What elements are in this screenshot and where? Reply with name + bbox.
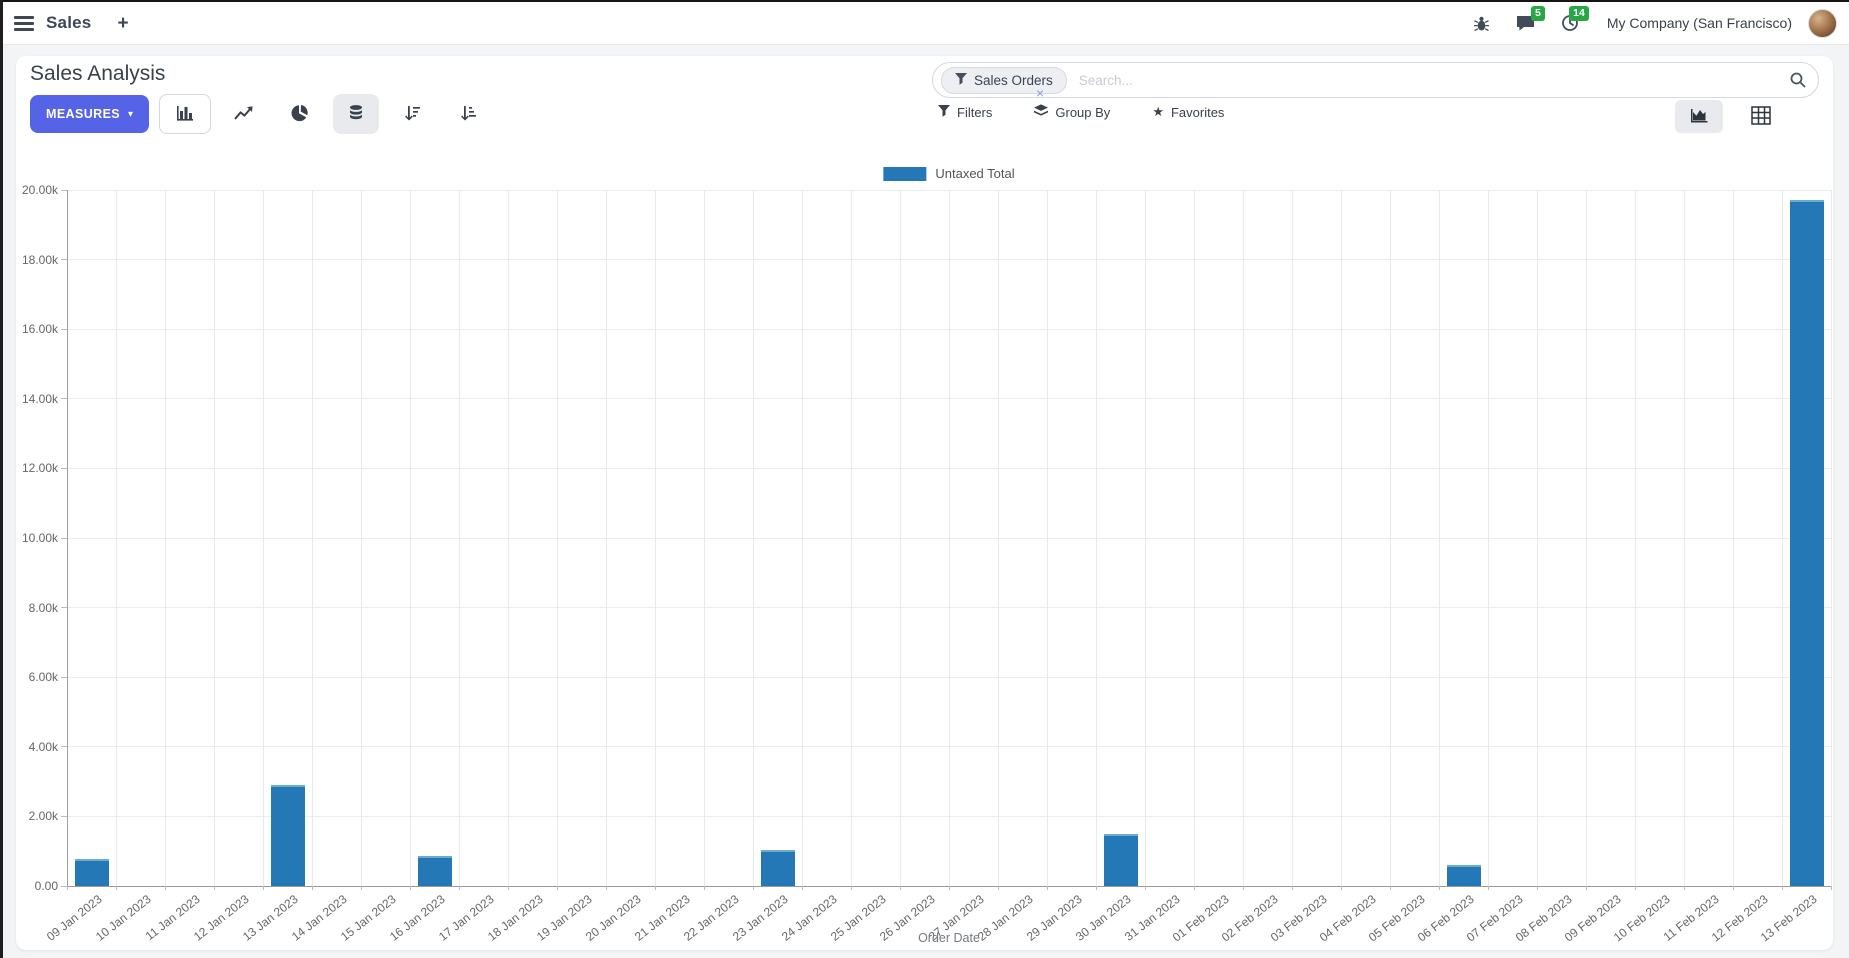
legend-swatch <box>883 166 927 181</box>
facet-remove-icon[interactable]: × <box>1036 85 1045 101</box>
pivot-view-button[interactable] <box>1737 100 1785 133</box>
bar-chart-mode-button[interactable] <box>159 94 212 134</box>
search-icon[interactable] <box>1790 72 1806 88</box>
sort-ascending-button[interactable] <box>445 94 491 134</box>
area-chart-icon <box>1689 107 1709 127</box>
filters-button[interactable]: Filters <box>938 104 993 120</box>
new-tab-button[interactable]: + <box>117 12 129 34</box>
chevron-down-icon: ▾ <box>128 108 134 120</box>
line-chart-icon <box>234 105 254 124</box>
stacked-database-icon <box>347 104 365 125</box>
navbar-right: 5 14 My Company (San Francisco) <box>1465 6 1849 38</box>
legend-label: Untaxed Total <box>935 166 1015 181</box>
window-edge-top <box>0 0 1849 2</box>
bar-13-jan-2023[interactable] <box>270 785 305 886</box>
favorites-star-icon: ★ <box>1152 104 1164 119</box>
filters-funnel-icon <box>938 104 950 120</box>
favorites-label: Favorites <box>1170 104 1225 120</box>
group-by-layers-icon <box>1034 104 1049 120</box>
pivot-table-icon <box>1751 105 1771 128</box>
bar-23-jan-2023[interactable] <box>760 849 795 886</box>
page-title: Sales Analysis <box>30 62 166 85</box>
bar-16-jan-2023[interactable] <box>417 855 452 886</box>
user-avatar[interactable] <box>1808 8 1837 38</box>
chart-legend[interactable]: Untaxed Total <box>883 166 1015 181</box>
pie-chart-icon <box>291 104 309 125</box>
search-input[interactable]: Search... <box>1078 72 1133 88</box>
view-switcher <box>1675 100 1785 133</box>
sort-descending-button[interactable] <box>389 94 435 134</box>
app-name[interactable]: Sales <box>46 13 92 32</box>
apps-menu-icon[interactable] <box>14 15 34 31</box>
group-by-label: Group By <box>1055 104 1111 120</box>
graph-toolbar: MEASURES ▾ <box>30 94 491 134</box>
sort-ascending-icon <box>459 104 477 125</box>
search-options-row: Filters Group By ★ Favorites <box>938 104 1224 120</box>
stacked-toggle-button[interactable] <box>333 94 380 134</box>
messages-icon[interactable]: 5 <box>1509 6 1545 38</box>
bar-chart-icon <box>175 104 195 125</box>
debug-bug-icon[interactable] <box>1465 8 1499 38</box>
bar-09-jan-2023[interactable] <box>74 858 109 886</box>
group-by-button[interactable]: Group By <box>1034 104 1110 120</box>
x-axis-title: Order Date <box>918 931 980 945</box>
facet-label: Sales Orders <box>974 72 1053 88</box>
bar-30-jan-2023[interactable] <box>1103 833 1138 886</box>
window-edge-left <box>0 0 3 958</box>
filters-label: Filters <box>957 104 993 120</box>
pie-chart-mode-button[interactable] <box>277 94 323 134</box>
top-navbar: Sales + 5 14 My Company (San Francisco) <box>0 2 1849 45</box>
favorites-button[interactable]: ★ Favorites <box>1152 104 1224 120</box>
sort-descending-icon <box>403 104 421 125</box>
line-chart-mode-button[interactable] <box>221 94 267 134</box>
search-facet-sales-orders[interactable]: Sales Orders <box>941 66 1067 94</box>
bar-06-feb-2023[interactable] <box>1446 865 1481 886</box>
measures-button[interactable]: MEASURES ▾ <box>30 95 150 133</box>
filter-funnel-icon <box>955 72 967 88</box>
activities-badge: 14 <box>1569 6 1589 21</box>
bar-13-feb-2023[interactable] <box>1789 200 1824 886</box>
content-panel: Sales Analysis MEASURES ▾ <box>16 56 1833 950</box>
search-bar[interactable]: Sales Orders × Search... <box>932 62 1819 101</box>
measures-label: MEASURES <box>46 107 121 121</box>
activities-clock-icon[interactable]: 14 <box>1553 6 1589 38</box>
messages-badge: 5 <box>1530 6 1545 21</box>
company-switcher[interactable]: My Company (San Francisco) <box>1606 15 1792 31</box>
graph-view-button[interactable] <box>1675 100 1723 133</box>
